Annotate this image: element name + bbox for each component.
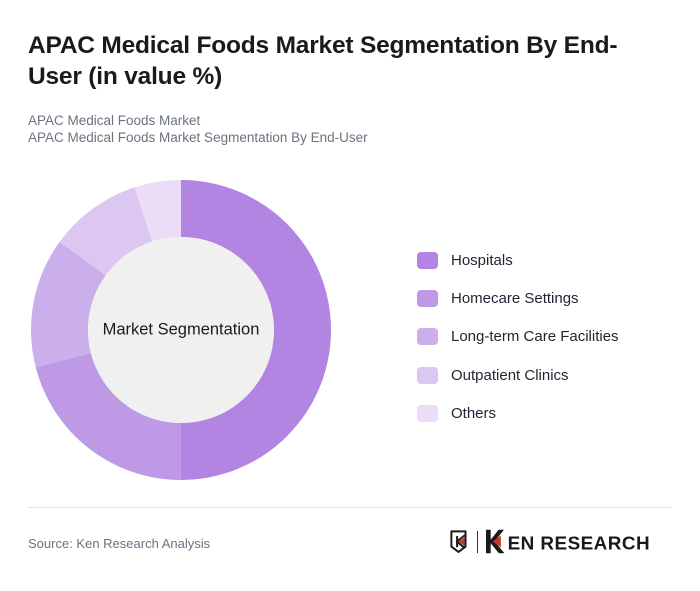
svg-text:EN RESEARCH: EN RESEARCH xyxy=(508,534,650,555)
